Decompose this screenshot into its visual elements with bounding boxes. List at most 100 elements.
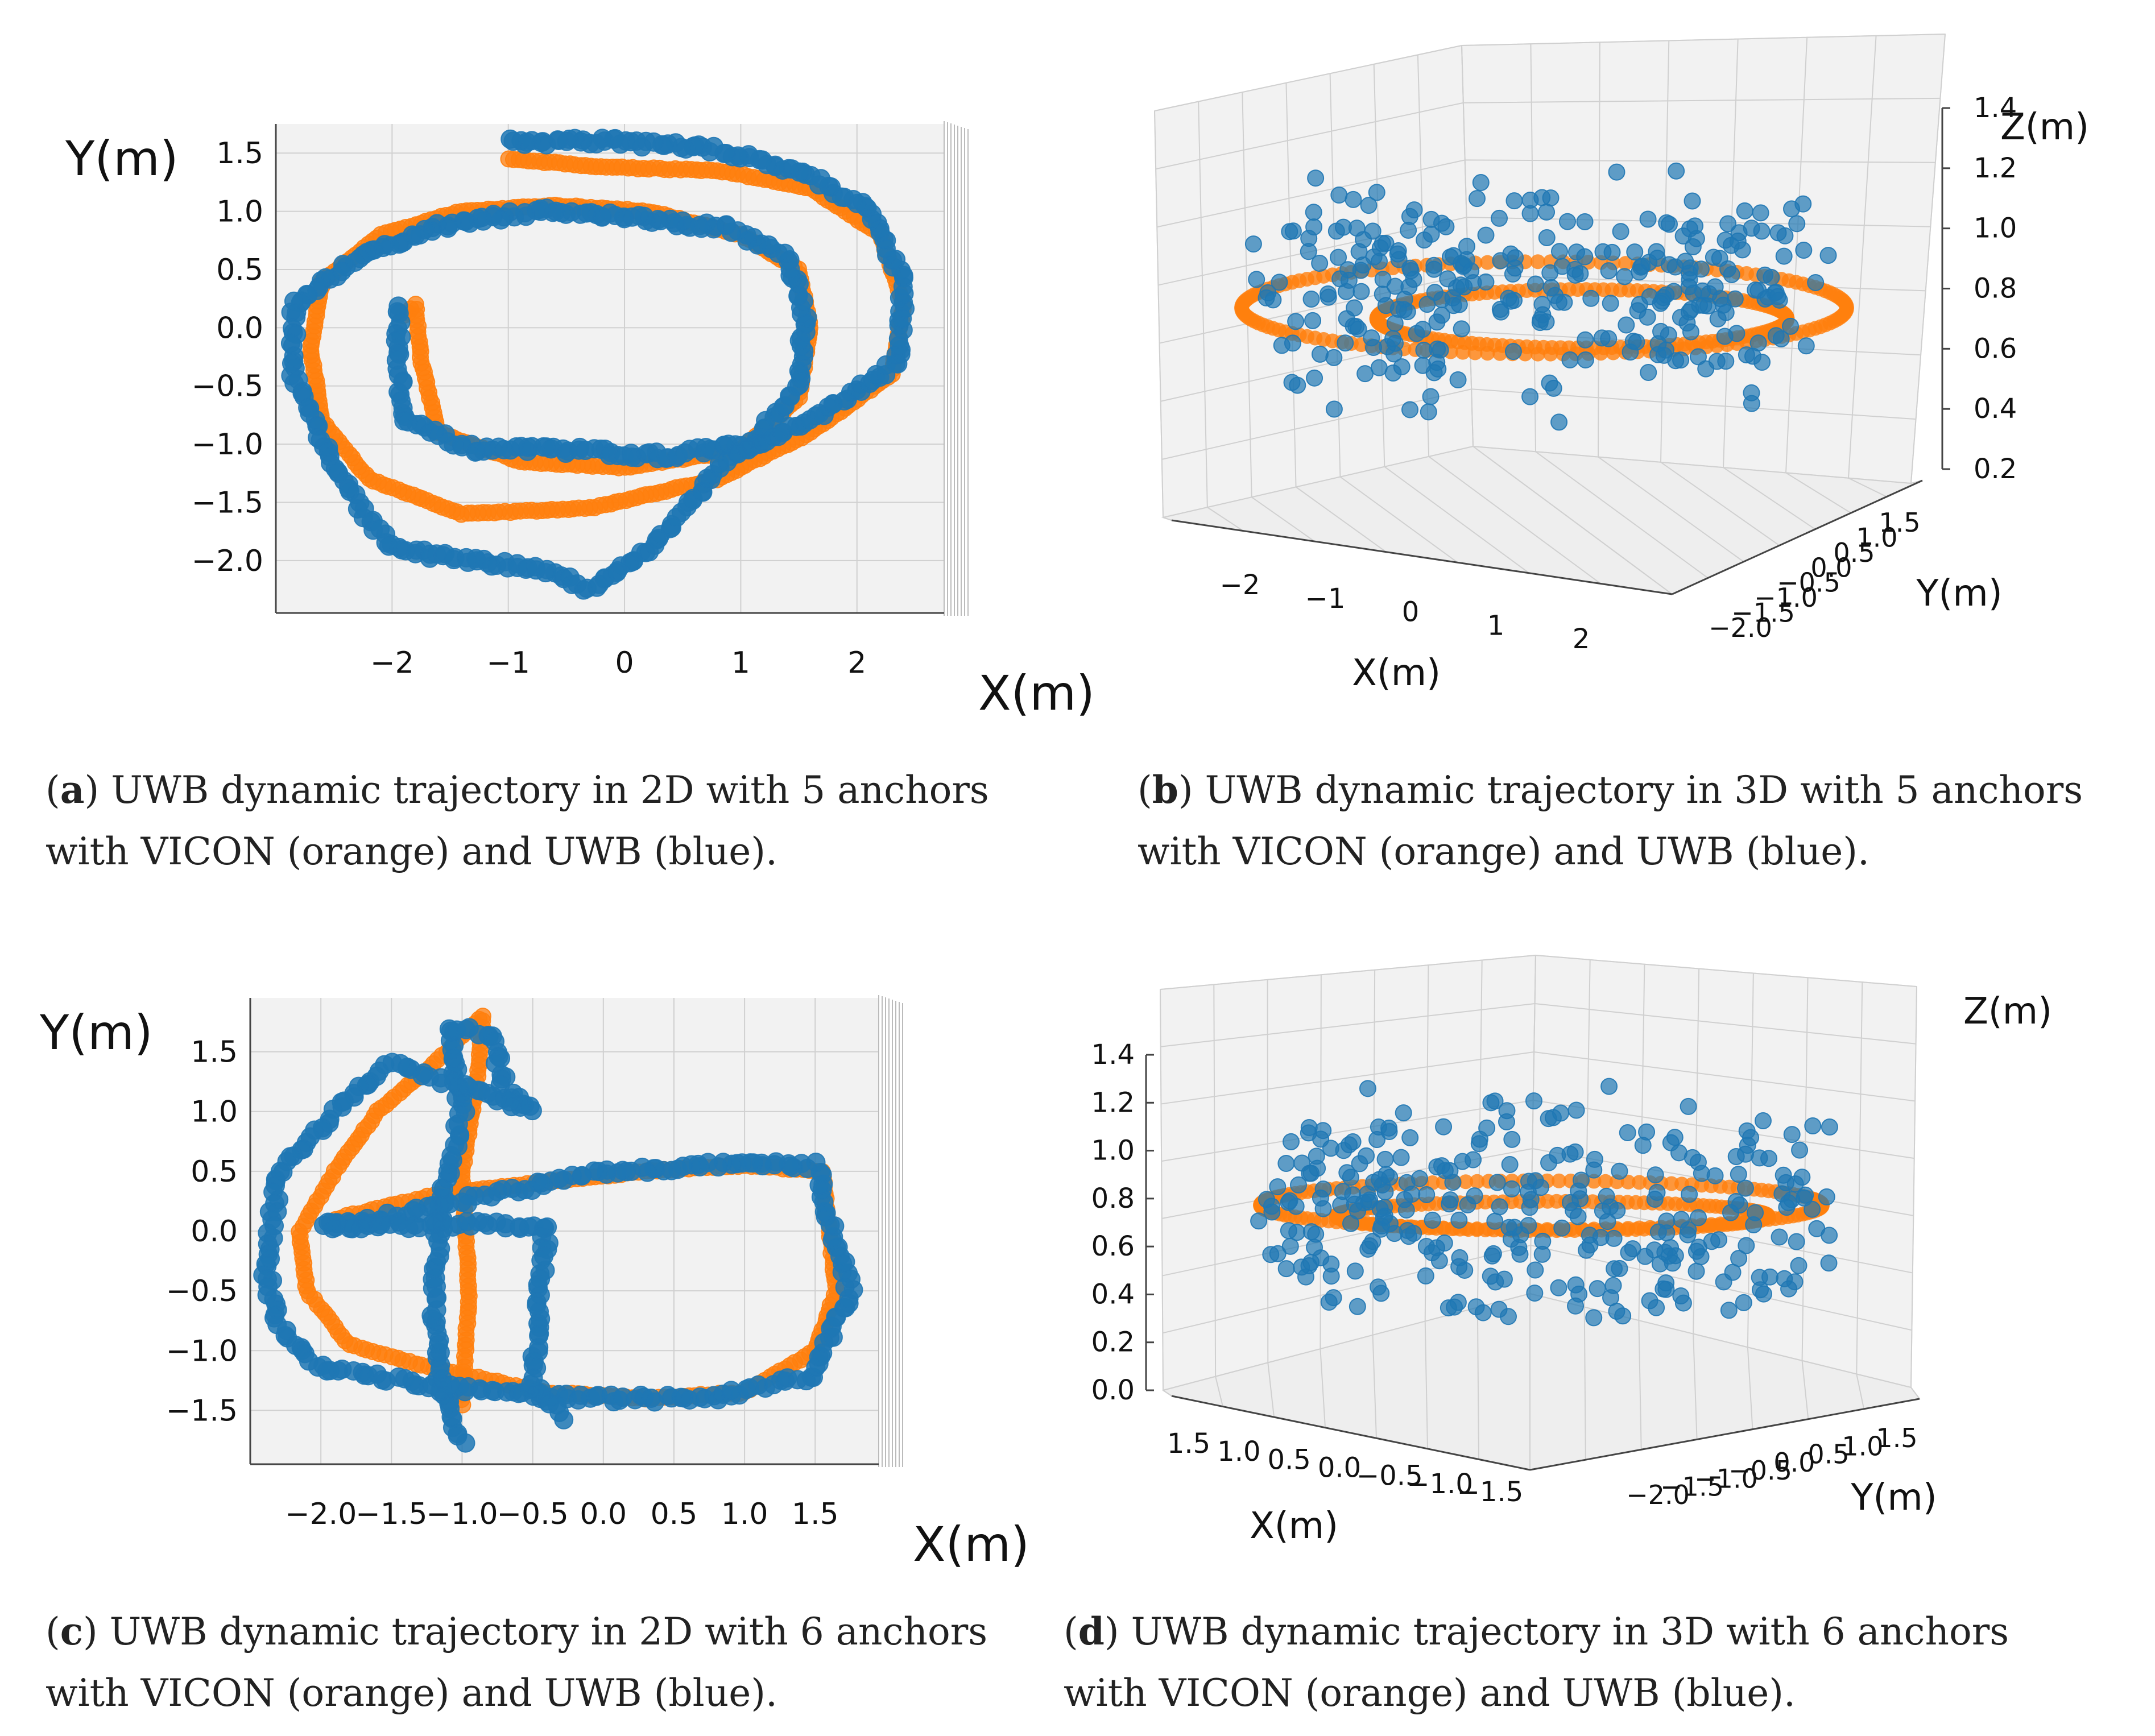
chart-d-uwb-point: [1550, 1279, 1567, 1296]
chart-c-xlabel: X(m): [913, 1517, 1029, 1572]
chart-b-uwb-point: [1455, 278, 1473, 296]
chart-b-uwb-point: [1668, 162, 1685, 180]
chart-b: −2 −1 0 1 2 −2.0−1.5−1.0−0.50.00.51.01.50.20.…: [1153, 33, 2089, 694]
chart-b-uwb-point: [1640, 364, 1657, 382]
chart-d-uwb-point: [1312, 1189, 1329, 1207]
chart-d-uwb-point: [1567, 1276, 1585, 1294]
chart-d-uwb-point: [1482, 1094, 1500, 1112]
chart-c-ytick: 1.0: [191, 1095, 238, 1129]
chart-d-uwb-point: [1450, 1211, 1468, 1229]
chart-d-uwb-point: [1360, 1193, 1378, 1211]
chart-d-uwb-point: [1456, 1261, 1474, 1279]
chart-b-uwb-point: [1631, 263, 1648, 281]
chart-b-uwb-point: [1577, 351, 1594, 368]
chart-a-xtick: −2: [370, 646, 414, 680]
chart-b-uwb-point: [1244, 235, 1262, 253]
caption-a-line2: with VICON (orange) and UWB (blue).: [46, 830, 778, 873]
chart-d-uwb-point: [1821, 1118, 1838, 1136]
chart-d-uwb-point: [1796, 1189, 1813, 1207]
chart-a-xtick: 2: [847, 646, 866, 680]
chart-d-xtick: 0.0: [1318, 1452, 1361, 1484]
chart-b-uwb-point: [1753, 354, 1771, 371]
chart-b-uwb-point: [1692, 260, 1710, 278]
chart-c-ytick: −0.5: [166, 1274, 238, 1308]
chart-b-uwb-point: [1405, 201, 1423, 219]
chart-a-xtick: 0: [615, 646, 634, 680]
chart-b-uwb-point: [1374, 234, 1391, 252]
chart-d-uwb-point: [1527, 1261, 1544, 1279]
chart-b-uwb-point: [1641, 288, 1658, 305]
chart-d-uwb-point: [1334, 1183, 1351, 1200]
chart-b-ztick: 0.2: [1974, 453, 2017, 485]
chart-b-uwb-point: [1677, 252, 1694, 270]
chart-d-uwb-point: [1465, 1151, 1482, 1169]
chart-d-uwb-point: [1430, 1252, 1448, 1270]
chart-b-uwb-point: [1325, 349, 1343, 366]
chart-d-uwb-point: [1601, 1198, 1619, 1216]
chart-d-uwb-point: [1302, 1165, 1320, 1182]
chart-c-xtick: 1.5: [792, 1497, 839, 1531]
chart-b-uwb-point: [1492, 252, 1509, 270]
chart-d-ztick: 1.0: [1091, 1135, 1135, 1167]
chart-d-ztick: 0.8: [1091, 1183, 1135, 1215]
chart-d-uwb-point: [1314, 1122, 1332, 1140]
chart-d-uwb-point: [1488, 1174, 1506, 1191]
chart-d-uwb-point: [1491, 1198, 1508, 1216]
chart-b-uwb-point: [1352, 283, 1370, 300]
chart-d-uwb-point: [1302, 1223, 1320, 1241]
chart-d-uwb-point: [1735, 1294, 1752, 1311]
chart-d-uwb-point: [1534, 1232, 1552, 1250]
chart-b-uwb-point: [1680, 303, 1698, 321]
chart-b-uwb-point: [1425, 364, 1443, 382]
chart-b-ztick: 1.0: [1974, 213, 2017, 245]
chart-c-uwb-point: [554, 1410, 574, 1430]
chart-d-uwb-point: [1567, 1297, 1585, 1315]
chart-b-uwb-point: [1612, 223, 1629, 241]
chart-d-ztick: 0.4: [1091, 1278, 1135, 1310]
chart-b-uwb-point: [1306, 369, 1323, 387]
chart-b-uwb-point: [1684, 192, 1701, 210]
chart-b-uwb-point: [1439, 270, 1457, 288]
chart-d-uwb-point: [1250, 1212, 1268, 1230]
chart-b-uwb-point: [1776, 227, 1794, 245]
chart-b-vicon-point: [1530, 254, 1545, 270]
chart-d-uwb-point: [1648, 1183, 1666, 1201]
chart-b-xtick: −2: [1220, 569, 1260, 601]
chart-d-uwb-point: [1361, 1237, 1379, 1255]
chart-b-uwb-point: [1771, 291, 1788, 309]
chart-d-uwb-point: [1720, 1302, 1738, 1319]
chart-d-ztick: 0.6: [1091, 1230, 1135, 1262]
chart-b-uwb-point: [1425, 260, 1443, 278]
chart-d-uwb-point: [1634, 1137, 1652, 1154]
chart-d-uwb-point: [1724, 1263, 1742, 1281]
chart-b-uwb-point: [1441, 248, 1459, 266]
chart-d-uwb-point: [1277, 1155, 1295, 1172]
chart-d-uwb-point: [1553, 1219, 1571, 1237]
chart-b-ztick: 1.2: [1974, 152, 2017, 184]
caption-c-letter: c: [60, 1609, 83, 1654]
chart-d-uwb-point: [1619, 1124, 1636, 1142]
chart-d-uwb-point: [1567, 1101, 1585, 1119]
chart-d-ztick: 0.0: [1091, 1374, 1135, 1406]
chart-b-uwb-point: [1545, 379, 1562, 397]
chart-a-ytick: 0.0: [216, 311, 263, 345]
caption-d-letter: d: [1078, 1609, 1105, 1654]
chart-c-xtick: −2.0: [285, 1497, 357, 1531]
chart-b-uwb-point: [1618, 316, 1635, 334]
chart-d-uwb-point: [1359, 1080, 1376, 1097]
chart-b-uwb-point: [1576, 248, 1594, 266]
chart-d-xtick: 1.5: [1167, 1428, 1210, 1460]
chart-b-uwb-point: [1505, 192, 1523, 210]
chart-b-xtick: 1: [1487, 610, 1505, 641]
chart-b-uwb-point: [1472, 174, 1490, 192]
chart-d-uwb-point: [1790, 1257, 1807, 1274]
chart-b-uwb-point: [1330, 187, 1348, 204]
chart-d-uwb-point: [1761, 1268, 1779, 1286]
chart-b-xtick: −1: [1305, 583, 1346, 615]
chart-b-ytick: 1.5: [1879, 507, 1920, 538]
chart-b-uwb-point: [1712, 290, 1730, 308]
chart-d-xtick: 1.0: [1217, 1436, 1260, 1468]
chart-d-uwb-point: [1495, 1270, 1513, 1288]
chart-d-uwb-point: [1755, 1285, 1772, 1303]
